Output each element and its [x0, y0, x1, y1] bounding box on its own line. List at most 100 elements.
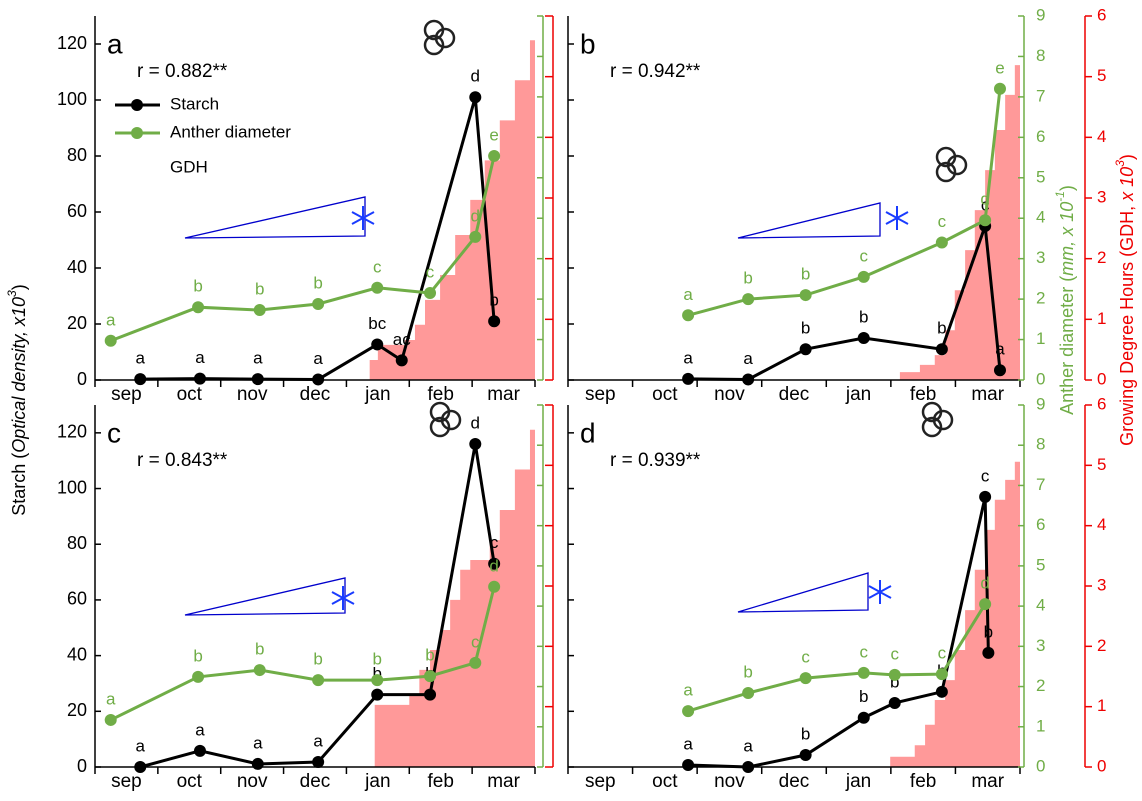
panel-label: b: [580, 28, 596, 59]
x-tick-label: sep: [585, 771, 616, 792]
legend-marker: [131, 127, 143, 139]
significance-letter: b: [489, 291, 498, 310]
significance-letter: b: [937, 319, 946, 338]
significance-letter: a: [683, 681, 693, 700]
significance-letter: d: [471, 206, 480, 225]
data-point: [857, 711, 870, 724]
x-tick-label: sep: [111, 384, 142, 405]
significance-letter: c: [859, 642, 868, 661]
data-point: [192, 301, 205, 314]
data-point: [424, 688, 437, 701]
snowflake-icon: [331, 206, 909, 610]
significance-letter: b: [313, 650, 322, 669]
data-point: [979, 490, 992, 503]
data-point: [104, 713, 117, 726]
significance-letter: a: [195, 720, 205, 739]
y-tick-label: 80: [67, 145, 87, 165]
series-line: [140, 96, 496, 381]
data-point: [253, 304, 266, 317]
y3-tick-label: 3: [1097, 575, 1106, 594]
data-point: [371, 688, 384, 701]
gdh-area: [369, 409, 535, 767]
y2-tick-label: 2: [1036, 289, 1045, 308]
data-point: [134, 373, 147, 386]
y2-tick-label: 1: [1036, 329, 1045, 348]
y2-tick-label: 8: [1036, 435, 1045, 454]
significance-letter: b: [193, 646, 202, 665]
data-point: [469, 656, 482, 669]
significance-letter: b: [372, 650, 381, 669]
y-tick-label: 120: [57, 422, 87, 442]
series-line: [110, 155, 496, 343]
data-point: [134, 761, 147, 773]
y3-tick-label: 6: [1097, 394, 1106, 413]
x-tick-label: dec: [779, 384, 810, 405]
panel-label: a: [107, 28, 123, 59]
data-point: [857, 332, 870, 344]
data-point: [371, 281, 384, 294]
significance-letter: d: [471, 413, 480, 432]
significance-letter: a: [253, 349, 263, 368]
data-point: [982, 646, 995, 659]
significance-letter: ac: [393, 330, 411, 349]
annotation: r = 0.939**: [610, 450, 701, 471]
y2-tick-label: 8: [1036, 46, 1045, 65]
significance-letter: c: [938, 644, 947, 663]
x-tick-label: dec: [300, 384, 331, 405]
significance-letter: b: [801, 725, 810, 744]
y-tick-label: 20: [67, 700, 87, 720]
significance-letter: b: [984, 622, 993, 641]
y2-tick-label: 5: [1036, 555, 1045, 574]
y2-tick-label: 7: [1036, 475, 1045, 494]
y2-axis-title: Anther diameter (mm, x 10-1): [1053, 185, 1077, 415]
data-point: [935, 236, 948, 249]
x-tick-label: jan: [845, 384, 871, 405]
data-point: [312, 755, 325, 768]
y3-tick-label: 3: [1097, 187, 1106, 206]
data-point: [469, 230, 482, 243]
significance-letter: a: [136, 736, 146, 755]
x-tick-label: oct: [177, 771, 203, 792]
data-point: [799, 672, 812, 685]
legend-label: Anther diameter: [170, 122, 291, 141]
legend-marker: [131, 99, 143, 111]
y-axis-title: Starch (Optical density, x103): [5, 284, 29, 515]
data-point: [488, 315, 501, 328]
y3-tick-label: 4: [1097, 515, 1106, 534]
x-tick-label: jan: [364, 384, 390, 405]
data-point: [488, 557, 501, 570]
significance-letter: d: [980, 574, 989, 593]
significance-letter: a: [106, 689, 116, 708]
data-point: [312, 674, 325, 687]
x-tick-label: nov: [714, 771, 745, 792]
x-tick-label: oct: [652, 384, 678, 405]
significance-letter: e: [995, 58, 1004, 77]
x-tick-label: mar: [487, 384, 520, 405]
significance-letter: c: [890, 644, 899, 663]
y-tick-label: 40: [67, 644, 87, 664]
significance-letter: bc: [368, 314, 386, 333]
significance-letter: a: [195, 348, 205, 367]
y-tick-label: 20: [67, 313, 87, 333]
data-point: [371, 338, 384, 351]
y2-tick-label: 3: [1036, 248, 1045, 267]
significance-letter: b: [193, 277, 202, 296]
y2-tick-label: 6: [1036, 127, 1045, 146]
significance-letter: a: [683, 285, 693, 304]
x-tick-label: sep: [111, 771, 142, 792]
y-tick-label: 40: [67, 257, 87, 277]
x-tick-label: nov: [237, 771, 268, 792]
x-tick-label: sep: [585, 384, 616, 405]
data-point: [888, 668, 901, 681]
significance-letter: c: [981, 466, 990, 485]
data-point: [682, 372, 695, 385]
series-line: [139, 443, 496, 769]
data-point: [253, 664, 266, 677]
x-tick-label: mar: [487, 771, 520, 792]
data-point: [888, 696, 901, 709]
x-tick-label: mar: [971, 384, 1004, 405]
y3-tick-label: 4: [1097, 127, 1106, 146]
y3-tick-label: 0: [1097, 756, 1106, 775]
y2-tick-label: 0: [1036, 369, 1045, 388]
